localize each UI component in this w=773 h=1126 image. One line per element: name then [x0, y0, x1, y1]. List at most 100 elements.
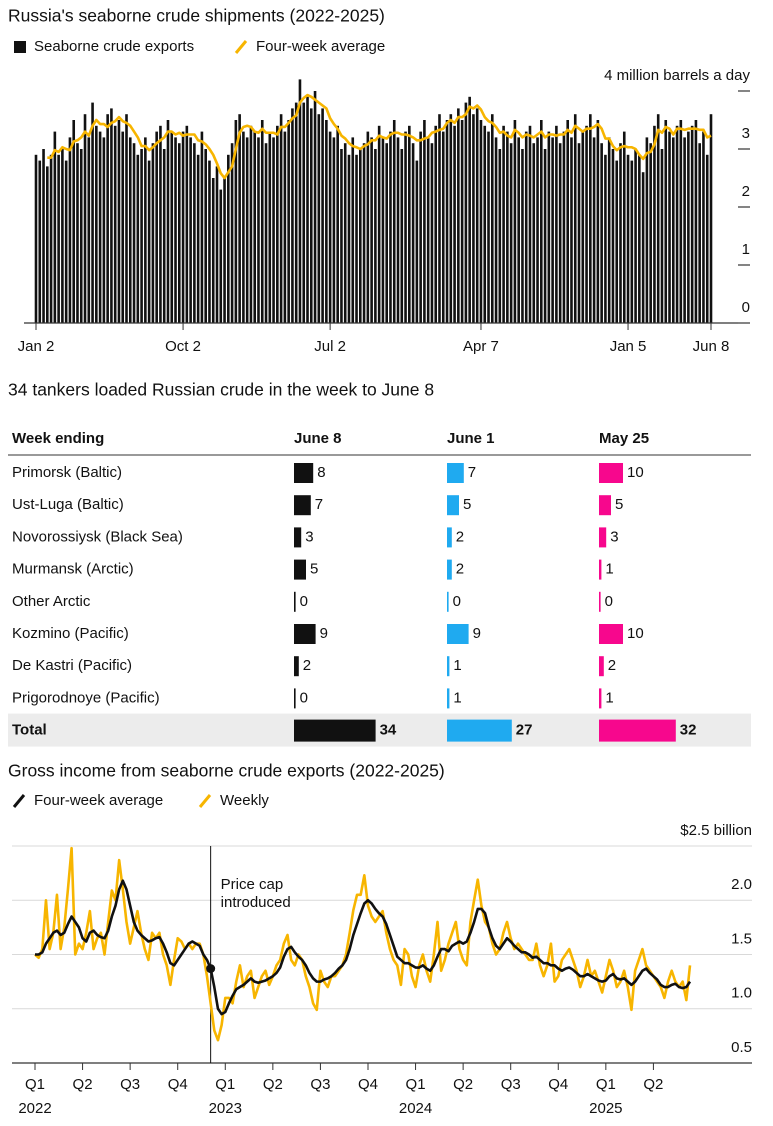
bar [528, 125, 532, 323]
bar [585, 125, 588, 323]
bar-value: 2 [608, 657, 616, 674]
bar [34, 154, 38, 323]
bar [494, 137, 498, 323]
bar [581, 131, 585, 323]
bar [347, 154, 351, 323]
bar [604, 154, 607, 323]
table-bar [599, 624, 623, 644]
x-group-label: 2025 [589, 1100, 622, 1117]
table-bar [599, 656, 604, 677]
table-bar [447, 656, 450, 677]
bar [377, 125, 381, 323]
bar [245, 137, 249, 323]
chart-title: Russia's seaborne crude shipments (2022-… [8, 6, 385, 26]
bar [219, 189, 223, 323]
bar [53, 131, 57, 323]
y-tick-label: 1.0 [731, 985, 752, 1002]
bar [656, 114, 660, 323]
bar-value: 1 [453, 689, 461, 706]
y-tick-label: 2 [742, 183, 750, 200]
table-bar [599, 495, 611, 516]
bar [98, 131, 102, 323]
bar [600, 143, 603, 323]
row-label: Primorsk (Baltic) [12, 464, 122, 481]
bar [381, 137, 385, 323]
bar [359, 149, 362, 323]
bar [385, 143, 388, 323]
bar [536, 137, 539, 323]
bar [298, 79, 302, 324]
bar [468, 96, 471, 323]
bar [509, 143, 513, 323]
line [34, 846, 692, 1042]
bar [615, 160, 619, 323]
row-label: Novorossiysk (Black Sea) [12, 528, 183, 545]
bar [72, 120, 76, 323]
column-header: June 8 [294, 430, 342, 447]
bar [705, 154, 709, 323]
bar [374, 149, 377, 323]
legend-swatch [198, 794, 212, 808]
bar [242, 131, 245, 323]
x-group-label: 2022 [18, 1100, 51, 1117]
bar [234, 120, 238, 323]
bar [351, 137, 355, 323]
bar [49, 154, 53, 323]
bar [362, 143, 366, 323]
table-bar [599, 719, 676, 742]
bar [211, 178, 215, 323]
bar [159, 125, 162, 323]
bar [106, 114, 109, 323]
x-tick-label: Jun 8 [693, 338, 730, 355]
bar [170, 131, 174, 323]
bar [555, 125, 558, 323]
bar [622, 131, 626, 323]
x-tick-label: Q4 [548, 1076, 568, 1093]
bar [634, 149, 637, 323]
bar [91, 102, 94, 323]
bar [426, 137, 430, 323]
bar [698, 143, 701, 323]
table-bar [294, 559, 306, 580]
bar-value: 0 [453, 593, 461, 610]
bar [355, 154, 358, 323]
bar [475, 108, 479, 324]
bar [128, 137, 132, 323]
bar [151, 143, 155, 323]
bar [215, 166, 219, 323]
bar [441, 131, 445, 323]
bar [573, 114, 577, 323]
bar [196, 154, 200, 323]
bar [306, 96, 309, 323]
table-bar [599, 591, 601, 612]
y-tick-label: 2.0 [731, 876, 752, 893]
bar [415, 160, 419, 323]
bar [294, 102, 298, 323]
row-label: Murmansk (Arctic) [12, 561, 134, 578]
annotation-text: Price cap [221, 876, 284, 893]
bar-value: 27 [516, 722, 533, 739]
bar [95, 125, 98, 323]
bar [502, 125, 505, 323]
bar [253, 131, 257, 323]
x-tick-label: Q3 [120, 1076, 140, 1093]
row-label: Total [12, 722, 47, 739]
bar [457, 108, 460, 324]
table-bar [294, 688, 296, 709]
bar-value: 9 [473, 625, 481, 642]
bar [268, 131, 272, 323]
bar [596, 120, 600, 323]
bar [400, 149, 404, 323]
annotation-text: introduced [221, 894, 291, 911]
table-bar [447, 527, 452, 548]
column-header: May 25 [599, 430, 649, 447]
bar-value: 1 [605, 561, 613, 578]
bar [690, 125, 694, 323]
x-tick-label: Q2 [263, 1076, 283, 1093]
bar [702, 131, 705, 323]
table-bar [447, 719, 512, 742]
bar [472, 114, 475, 323]
bar [174, 137, 177, 323]
bar [264, 143, 268, 323]
y-tick-label: $2.5 billion [680, 822, 752, 839]
